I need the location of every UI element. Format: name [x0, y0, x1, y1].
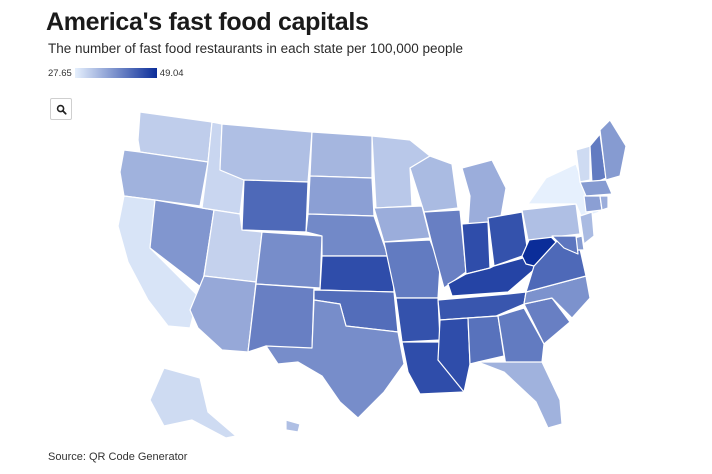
color-legend: 27.65 49.04 — [48, 66, 184, 80]
state-ma[interactable] — [579, 179, 613, 197]
state-nd[interactable] — [309, 131, 373, 179]
legend-max-label: 49.04 — [159, 67, 184, 79]
state-wy[interactable] — [241, 179, 309, 233]
state-or[interactable] — [119, 149, 209, 207]
source-note: Source: QR Code Generator — [48, 451, 188, 463]
state-fl[interactable] — [477, 361, 563, 429]
search-icon — [56, 104, 67, 115]
page-subtitle: The number of fast food restaurants in e… — [48, 41, 464, 56]
state-nj[interactable] — [579, 211, 595, 245]
state-md[interactable] — [551, 235, 579, 255]
state-mt[interactable] — [219, 123, 313, 183]
legend-gradient-bar — [74, 68, 157, 78]
state-sd[interactable] — [307, 175, 375, 217]
zoom-button[interactable] — [50, 98, 72, 120]
state-ak[interactable] — [149, 367, 237, 439]
state-wi[interactable] — [409, 155, 459, 213]
state-mo[interactable] — [383, 239, 441, 299]
state-in[interactable] — [461, 221, 491, 275]
state-ms[interactable] — [437, 317, 471, 393]
state-hi[interactable] — [285, 419, 301, 433]
state-al[interactable] — [467, 315, 505, 365]
state-co[interactable] — [255, 231, 323, 289]
state-vt[interactable] — [575, 145, 591, 183]
state-ga[interactable] — [497, 307, 545, 367]
state-me[interactable] — [599, 119, 627, 181]
state-az[interactable] — [189, 275, 257, 353]
page-title: America's fast food capitals — [46, 8, 369, 36]
state-ct[interactable] — [583, 195, 603, 213]
state-tx[interactable] — [265, 299, 405, 419]
state-ar[interactable] — [395, 297, 441, 343]
state-pa[interactable] — [521, 203, 581, 241]
state-ri[interactable] — [599, 195, 609, 211]
legend-min-label: 27.65 — [48, 67, 72, 79]
state-nm[interactable] — [247, 283, 315, 353]
state-ks[interactable] — [319, 255, 395, 293]
state-ia[interactable] — [373, 205, 431, 243]
